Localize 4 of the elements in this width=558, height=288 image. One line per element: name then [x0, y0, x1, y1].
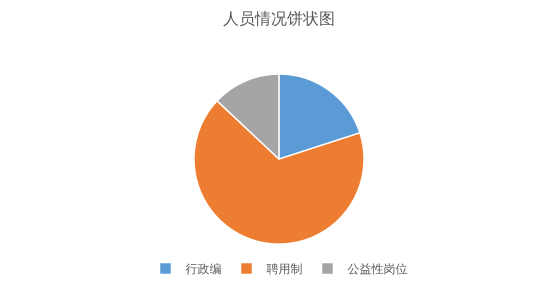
- legend-label: 聘用制: [266, 262, 302, 276]
- legend-label: 公益性岗位: [348, 262, 408, 276]
- legend-label: 行政编: [186, 262, 222, 276]
- chart-title: 人员情况饼状图: [223, 9, 335, 28]
